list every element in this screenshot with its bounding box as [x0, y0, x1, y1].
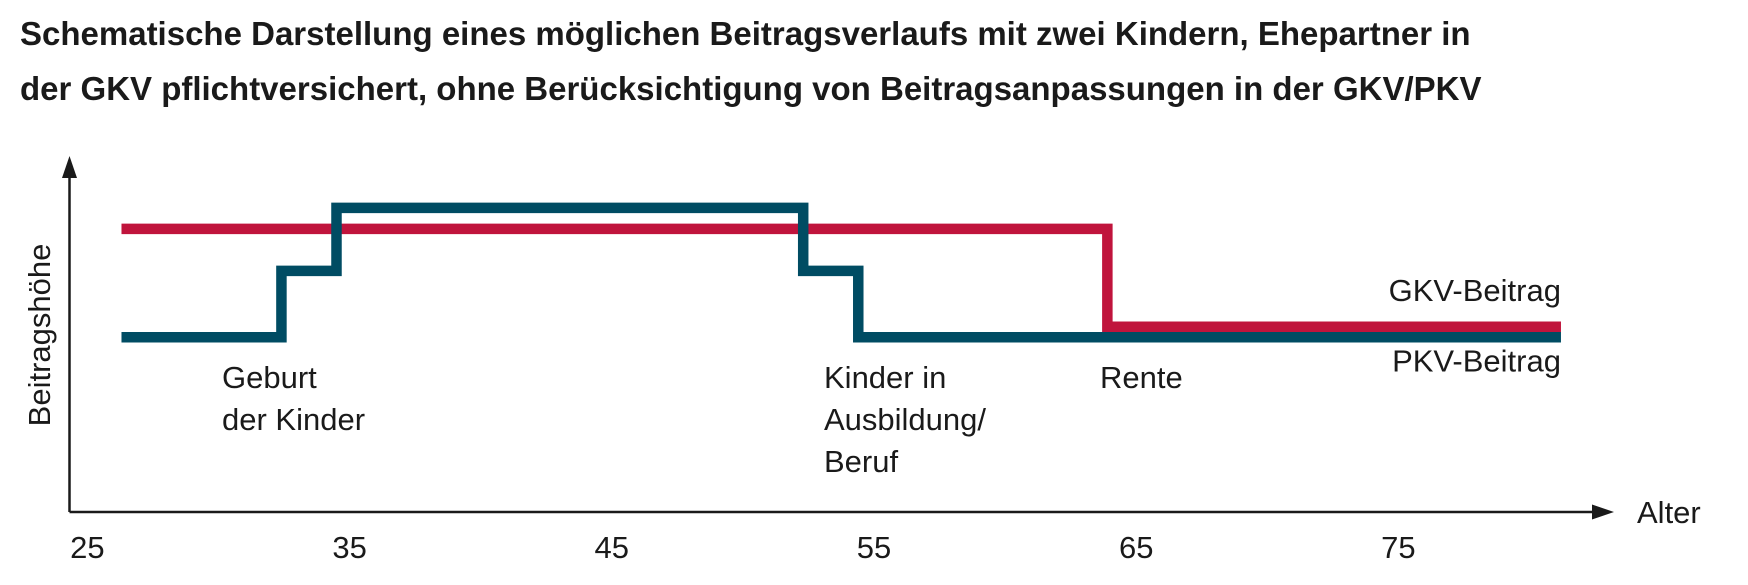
- axes: [62, 156, 1614, 520]
- annotation: Ausbildung/: [824, 402, 986, 437]
- series-line: [121, 202, 1561, 343]
- annotation: Geburt: [222, 360, 317, 395]
- y-axis-label: Beitragshöhe: [22, 244, 57, 427]
- y-axis-arrow: [62, 156, 77, 178]
- series-line: [121, 223, 1561, 333]
- annotation: Rente: [1100, 360, 1183, 395]
- x-tick-label: 45: [595, 530, 629, 565]
- x-tick-label: 55: [857, 530, 891, 565]
- series-label: GKV-Beitrag: [1389, 273, 1561, 308]
- x-tick-label: 35: [332, 530, 366, 565]
- annotation: Beruf: [824, 444, 898, 479]
- x-tick-label: 65: [1119, 530, 1153, 565]
- chart-title: der GKV pflichtversichert, ohne Berücksi…: [20, 70, 1481, 107]
- series-label: PKV-Beitrag: [1392, 343, 1561, 378]
- x-axis-label: Alter: [1637, 495, 1701, 530]
- x-tick-label: 25: [70, 530, 104, 565]
- annotation: Kinder in: [824, 360, 946, 395]
- x-axis-arrow: [1592, 504, 1614, 520]
- x-tick-label: 75: [1381, 530, 1415, 565]
- annotation: der Kinder: [222, 402, 365, 437]
- chart-title: Schematische Darstellung eines möglichen…: [20, 15, 1471, 52]
